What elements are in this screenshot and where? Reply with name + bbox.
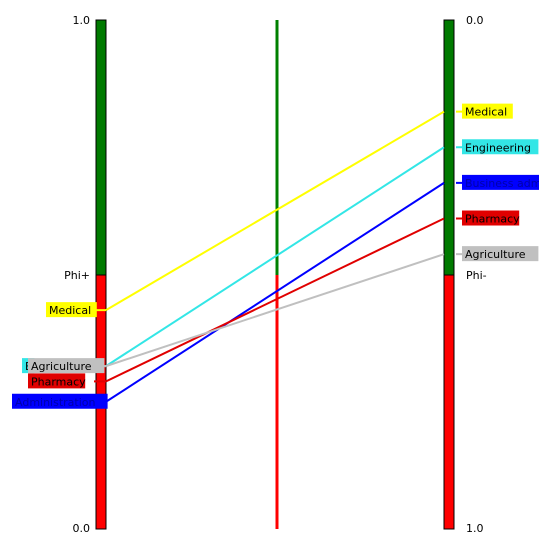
right-axis-split-label: Phi-: [466, 269, 487, 282]
series-line-engineering: [105, 146, 445, 367]
series-line-business: [105, 182, 445, 403]
series-labels-group: MedicalMedicalEngineeringEBusiness admAd…: [12, 103, 539, 409]
left-label-agriculture: Agriculture: [31, 360, 92, 373]
left-axis-split-label: Phi+: [64, 269, 90, 282]
series-line-pharmacy: [105, 217, 445, 383]
axes-group: 1.0 0.0 Phi+ 0.0 1.0 Phi-: [64, 14, 487, 533]
right-label-business: Business adm: [465, 177, 539, 190]
left-axis-bottom-label: 0.0: [73, 522, 91, 533]
series-lines-group: [94, 110, 462, 403]
right-axis-phi-plus-bar: [443, 19, 455, 276]
right-axis-phi-minus-bar: [443, 274, 455, 530]
left-label-bg-agriculture: [28, 358, 105, 374]
right-label-pharmacy: Pharmacy: [465, 213, 520, 226]
right-axis-top-label: 0.0: [466, 14, 484, 27]
left-axis-top-label: 1.0: [73, 14, 91, 27]
left-label-business: Administration: [15, 396, 96, 409]
left-label-medical: Medical: [49, 304, 91, 317]
right-label-bg-medical: [462, 103, 513, 119]
right-label-bg-business: [462, 174, 539, 190]
right-label-bg-engineering: [462, 139, 539, 155]
left-label-bg-business: [12, 393, 108, 409]
right-label-engineering: Engineering: [465, 141, 531, 154]
series-line-medical: [105, 110, 445, 311]
left-axis-phi-plus-bar: [95, 19, 107, 276]
left-label-pharmacy: Pharmacy: [31, 375, 86, 388]
left-label-bg-pharmacy: [28, 373, 86, 389]
right-label-bg-agriculture: [462, 246, 539, 262]
right-label-bg-pharmacy: [462, 210, 520, 226]
right-label-medical: Medical: [465, 106, 507, 119]
right-axis-bottom-label: 1.0: [466, 522, 484, 533]
right-label-agriculture: Agriculture: [465, 248, 526, 261]
left-label-bg-medical: [46, 302, 97, 318]
series-line-agriculture: [105, 253, 445, 368]
